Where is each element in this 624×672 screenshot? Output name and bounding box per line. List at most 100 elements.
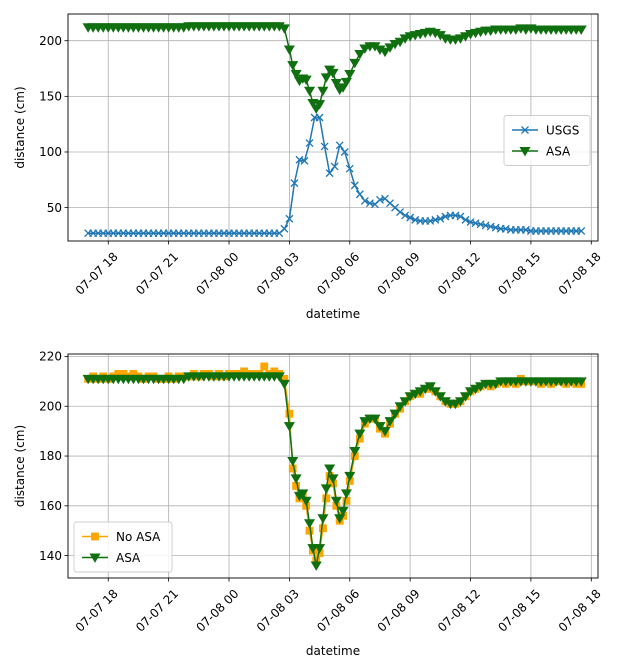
legend-item: ASA [512,144,571,158]
data-point [260,362,269,371]
data-point [278,24,290,34]
top-chart-frame [67,13,599,242]
data-point [327,474,339,484]
legend-label: No ASA [116,530,161,544]
data-point [384,43,396,53]
data-point [577,227,586,235]
data-point [280,224,289,233]
legend-marker [519,146,531,157]
data-point [406,213,415,222]
legend-marker [521,126,529,134]
data-point [315,113,324,122]
bottom-chart-y-axis: 140 160 180 200 220 [39,350,68,563]
series-asa [82,22,587,114]
y-tick-label: 150 [39,90,62,104]
data-point [379,427,391,437]
data-point [303,519,316,529]
data-point [287,456,299,467]
data-point [396,208,405,217]
legend-item: ASA [82,551,141,565]
data-point [354,429,366,439]
data-point [300,496,312,507]
data-point [300,75,312,85]
data-point [300,156,309,165]
data-point [355,190,364,199]
data-point [303,86,316,97]
data-point [285,409,294,418]
data-point [325,169,334,178]
data-point [314,544,326,554]
legend-item: No ASA [82,530,161,544]
data-point [461,215,470,224]
data-point [345,164,354,173]
data-point [394,402,406,412]
data-point [369,414,381,425]
data-point [349,58,361,69]
y-tick-label: 160 [39,499,62,513]
data-point [350,181,359,190]
series-usgs [84,113,586,238]
y-tick-label: 200 [39,34,62,48]
data-point [285,214,294,223]
data-point [354,50,366,60]
top-chart-legend: USGS ASA [503,115,591,166]
data-point [340,489,352,499]
bottom-chart-legend: No ASA ASA [73,521,173,573]
data-point [401,211,410,220]
data-point [374,422,386,432]
data-point [429,387,441,397]
data-point [314,100,326,110]
data-point [394,37,406,48]
data-point [344,471,356,482]
bottom-chart-frame [67,353,599,579]
data-point [459,392,472,402]
top-chart-x-axis-label: datetime [306,307,360,321]
legend-label: USGS [546,123,579,137]
data-point [320,484,332,494]
y-tick-label: 180 [39,449,62,463]
bottom-chart-y-axis-label: distance (cm) [13,425,27,507]
data-point [317,514,329,524]
data-point [327,68,339,79]
data-point [330,162,339,171]
data-point [287,61,299,71]
data-point [436,214,445,223]
top-chart-y-axis-label: distance (cm) [13,86,27,168]
series-asa [82,372,587,571]
data-point [340,148,349,156]
legend-marker [89,553,101,563]
legend-marker [91,532,99,541]
data-point [575,25,587,35]
data-point [454,397,466,407]
y-tick-label: 140 [39,549,62,563]
data-point [384,417,396,427]
data-point [335,141,344,150]
data-point [330,496,342,507]
data-point [319,524,327,533]
data-point [322,494,331,503]
data-point [434,392,446,402]
data-point [379,47,391,58]
legend-item: USGS [512,123,579,137]
data-point [273,372,285,382]
data-point [334,514,346,524]
data-point [399,397,411,407]
data-point [297,489,309,499]
y-tick-label: 100 [39,145,62,159]
bottom-chart-x-axis-label: datetime [306,644,360,658]
data-point [340,77,352,88]
data-point [290,179,299,188]
top-chart-series [82,22,587,238]
data-point [283,422,295,432]
legend-label: ASA [546,144,571,158]
data-point [305,139,314,148]
data-point [320,73,332,83]
data-point [278,379,290,390]
data-point [307,544,319,554]
y-tick-label: 200 [39,399,62,413]
data-point [320,142,329,151]
data-point [324,464,336,474]
data-point [575,377,587,387]
data-point [283,45,295,55]
